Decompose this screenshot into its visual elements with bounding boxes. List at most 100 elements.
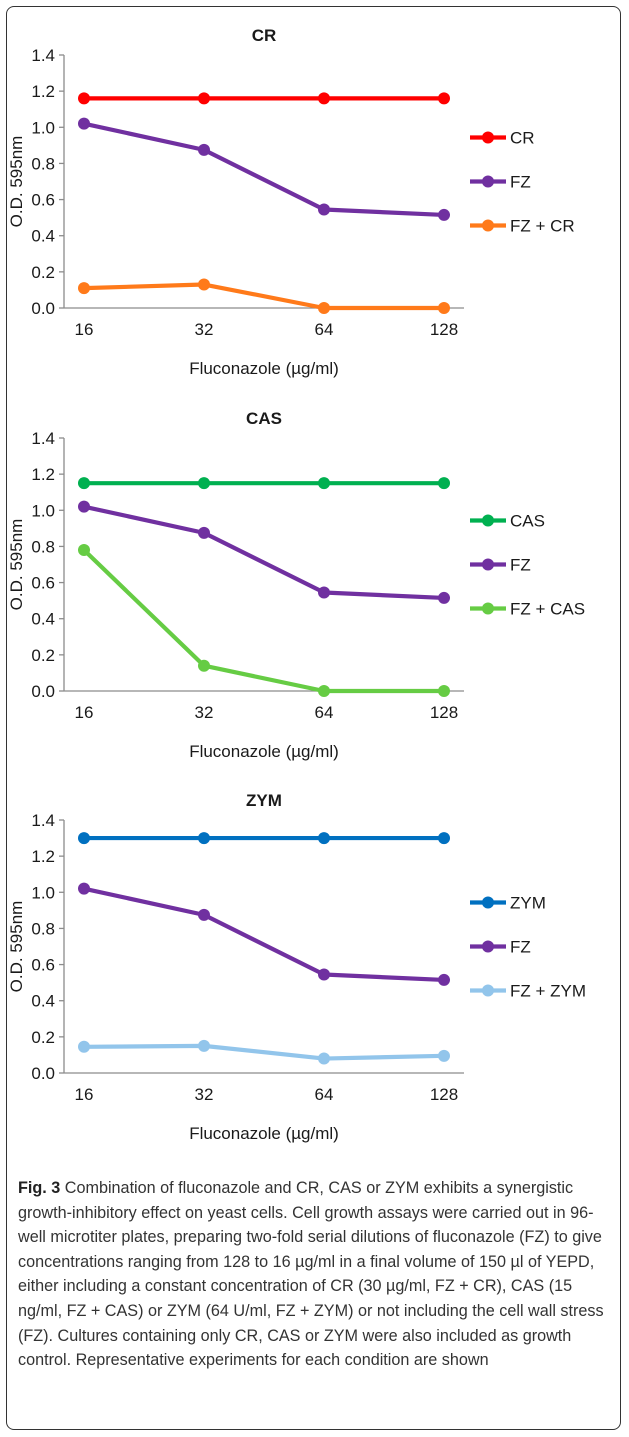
legend-swatch-marker-zym-1 <box>482 940 494 953</box>
legend-swatch-marker-zym-0 <box>482 896 494 909</box>
data-point-zym-1-2 <box>318 968 330 981</box>
y-tick-label: 0.0 <box>31 682 55 701</box>
y-tick-label: 0.2 <box>31 263 55 282</box>
data-point-cr-2-2 <box>318 302 330 314</box>
data-point-cas-2-0 <box>78 544 90 557</box>
series-line-zym-1 <box>83 886 445 983</box>
x-tick-label: 16 <box>75 703 94 722</box>
legend-label: FZ <box>510 556 531 575</box>
figure-caption: Fig. 3 Combination of fluconazole and CR… <box>18 1176 610 1373</box>
data-point-zym-0-0 <box>78 832 90 845</box>
x-tick-label: 32 <box>195 320 214 339</box>
legend-label: CR <box>510 129 535 148</box>
y-tick-label: 0.8 <box>31 537 55 556</box>
data-point-zym-2-3 <box>438 1049 450 1062</box>
legend-swatch-marker-cas-2 <box>482 602 494 615</box>
legend-label: ZYM <box>510 894 546 913</box>
chart-cr: CR 0.0 0.2 0.4 0.6 0.8 1.0 1.2 1.4 16 32 64 128 Fluco… <box>0 10 629 395</box>
y-tick-label: 0.6 <box>31 574 55 593</box>
legend-swatch-marker-zym-2 <box>482 984 494 997</box>
series-line-cas-2 <box>82 548 444 694</box>
data-point-cr-2-0 <box>78 282 90 295</box>
y-tick-label: 1.2 <box>31 847 55 866</box>
chart-cas-svg: CAS 0.0 0.2 0.4 0.6 0.8 1.0 1.2 1.4 16 32 64 128 Fluc… <box>7 409 585 761</box>
data-point-cas-1-1 <box>198 526 210 539</box>
y-tick-label: 1.0 <box>31 501 55 520</box>
chart-title: CAS <box>246 409 282 428</box>
chart-zym-svg: ZYM 0.0 0.2 0.4 0.6 0.8 1.0 1.2 1.4 16 32 64 128 Fluc… <box>7 791 586 1143</box>
legend-swatch-marker-cas-1 <box>482 558 494 571</box>
x-tick-label: 16 <box>75 1085 94 1104</box>
series-line-cr-2 <box>83 282 444 311</box>
data-point-cas-1-3 <box>438 591 450 604</box>
y-tick-label: 0.2 <box>31 646 55 665</box>
y-tick-label: 0.4 <box>31 227 55 246</box>
x-tick-label: 128 <box>430 320 458 339</box>
data-point-cr-1-0 <box>78 117 90 130</box>
data-point-zym-2-0 <box>78 1040 90 1053</box>
data-point-zym-1-0 <box>78 882 90 895</box>
data-point-cr-2-3 <box>438 302 450 314</box>
x-tick-label: 64 <box>315 703 334 722</box>
data-point-cr-0-3 <box>438 92 450 105</box>
series-line-cr-1 <box>83 121 445 218</box>
x-axis-label: Fluconazole (µg/ml) <box>189 742 339 761</box>
data-point-cas-2-1 <box>198 659 210 672</box>
y-tick-label: 1.2 <box>31 465 55 484</box>
x-tick-label: 128 <box>430 1085 458 1104</box>
caption-text: Combination of fluconazole and CR, CAS o… <box>18 1179 604 1370</box>
data-point-cr-1-3 <box>438 208 450 221</box>
legend-label: FZ + ZYM <box>510 982 586 1001</box>
data-point-cas-2-2 <box>318 685 330 697</box>
legend-swatch-marker-cr-1 <box>482 175 494 188</box>
legend-label: CAS <box>510 512 545 531</box>
data-point-cas-0-0 <box>78 477 90 490</box>
y-axis-label: O.D. 595nm <box>7 519 26 611</box>
y-tick-label: 1.4 <box>31 429 55 448</box>
data-point-cas-0-2 <box>318 477 330 490</box>
x-tick-label: 64 <box>315 1085 334 1104</box>
data-point-cr-0-0 <box>78 92 90 105</box>
data-point-cas-1-2 <box>318 586 330 599</box>
data-point-cas-0-1 <box>198 477 210 490</box>
chart-cr-svg: CR 0.0 0.2 0.4 0.6 0.8 1.0 1.2 1.4 16 32 64 128 Fluco… <box>7 26 575 378</box>
series-line-zym-2 <box>83 1043 445 1061</box>
y-tick-label: 1.0 <box>31 883 55 902</box>
data-point-zym-0-1 <box>198 832 210 845</box>
y-tick-label: 0.6 <box>31 956 55 975</box>
y-tick-label: 0.4 <box>31 992 55 1011</box>
y-tick-label: 1.4 <box>31 46 55 65</box>
x-tick-label: 16 <box>75 320 94 339</box>
data-point-zym-1-1 <box>198 908 210 921</box>
series-line-cas-1 <box>83 504 445 601</box>
x-tick-label: 32 <box>195 703 214 722</box>
y-tick-label: 0.0 <box>31 1064 55 1083</box>
legend-label: FZ + CAS <box>510 600 585 619</box>
y-tick-label: 0.0 <box>31 299 55 318</box>
chart-title: ZYM <box>246 791 282 810</box>
data-point-zym-2-1 <box>198 1039 210 1052</box>
data-point-cr-1-2 <box>318 203 330 216</box>
chart-cas: CAS 0.0 0.2 0.4 0.6 0.8 1.0 1.2 1.4 16 32 64 128 Fluc… <box>0 393 629 778</box>
data-point-cas-2-3 <box>438 685 450 697</box>
data-point-zym-2-2 <box>318 1052 330 1065</box>
data-point-cr-0-2 <box>318 92 330 105</box>
figure-frame <box>6 6 621 1430</box>
y-tick-label: 1.0 <box>31 118 55 137</box>
x-tick-label: 32 <box>195 1085 214 1104</box>
y-tick-label: 0.6 <box>31 191 55 210</box>
data-point-cr-1-1 <box>198 143 210 156</box>
y-tick-label: 0.8 <box>31 919 55 938</box>
legend-swatch-marker-cr-0 <box>482 131 494 144</box>
y-tick-label: 1.2 <box>31 82 55 101</box>
x-tick-label: 64 <box>315 320 334 339</box>
x-axis-label: Fluconazole (µg/ml) <box>189 359 339 378</box>
data-point-zym-0-2 <box>318 832 330 845</box>
y-tick-label: 1.4 <box>31 811 55 830</box>
data-point-cas-0-3 <box>438 477 450 490</box>
legend-swatch-marker-cr-2 <box>482 219 494 232</box>
chart-title: CR <box>252 26 277 45</box>
y-tick-label: 0.4 <box>31 610 55 629</box>
y-axis-label: O.D. 595nm <box>7 136 26 228</box>
caption-label: Fig. 3 <box>18 1179 61 1197</box>
